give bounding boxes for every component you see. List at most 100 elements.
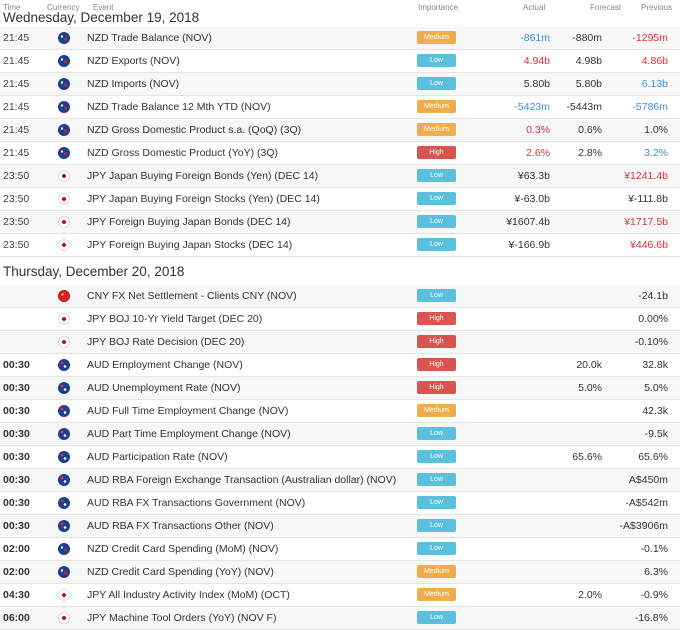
importance-badge: Medium	[417, 565, 456, 578]
previous-value: ¥446.6b	[630, 239, 668, 251]
event-name[interactable]: JPY Japan Buying Foreign Bonds (Yen) (DE…	[87, 170, 319, 182]
day-heading: Wednesday, December 19, 2018	[3, 10, 200, 25]
calendar-row[interactable]: 23:50 JPY Foreign Buying Japan Stocks (DE…	[0, 234, 680, 257]
previous-value: 4.86b	[641, 55, 668, 67]
actual-value: ¥-63.0b	[514, 193, 550, 205]
importance-badge: Low	[417, 54, 456, 67]
event-name[interactable]: AUD Unemployment Rate (NOV)	[87, 382, 241, 394]
calendar-row[interactable]: 21:45 NZD Gross Domestic Product s.a. (Qo…	[0, 119, 680, 142]
actual-value: 0.3%	[526, 124, 550, 136]
calendar-row[interactable]: CNY FX Net Settlement - Clients CNY (NOV…	[0, 285, 680, 308]
forecast-value: 4.98b	[575, 55, 602, 67]
forecast-value: 0.6%	[578, 124, 602, 136]
event-name[interactable]: NZD Credit Card Spending (YoY) (NOV)	[87, 566, 274, 578]
event-name[interactable]: NZD Trade Balance 12 Mth YTD (NOV)	[87, 101, 271, 113]
au-flag-icon	[58, 382, 70, 394]
event-name[interactable]: JPY BOJ 10-Yr Yield Target (DEC 20)	[87, 313, 263, 325]
au-flag-icon	[58, 428, 70, 440]
calendar-row[interactable]: 21:45 NZD Trade Balance (NOV) Medium -861m -…	[0, 27, 680, 50]
event-time: 00:30	[3, 428, 30, 440]
event-name[interactable]: NZD Imports (NOV)	[87, 78, 180, 90]
event-name[interactable]: NZD Exports (NOV)	[87, 55, 180, 67]
event-name[interactable]: JPY BOJ Rate Decision (DEC 20)	[87, 336, 245, 348]
event-name[interactable]: AUD Participation Rate (NOV)	[87, 451, 228, 463]
previous-value: -5786m	[632, 101, 668, 113]
event-name[interactable]: JPY All Industry Activity Index (MoM) (O…	[87, 589, 290, 601]
event-time: 21:45	[3, 101, 30, 113]
calendar-row[interactable]: 00:30 AUD Unemployment Rate (NOV) High 5.0%…	[0, 377, 680, 400]
previous-value: -1295m	[632, 32, 668, 44]
calendar-row[interactable]: JPY BOJ 10-Yr Yield Target (DEC 20) High 0…	[0, 308, 680, 331]
event-name[interactable]: AUD RBA Foreign Exchange Transaction (Au…	[87, 474, 397, 486]
event-time: 00:30	[3, 520, 30, 532]
previous-value: 3.2%	[644, 147, 668, 159]
jp-flag-icon	[58, 239, 70, 251]
previous-value: 6.3%	[644, 566, 668, 578]
nz-flag-icon	[58, 124, 70, 136]
actual-value: 4.94b	[523, 55, 550, 67]
forecast-value: 5.80b	[575, 78, 602, 90]
calendar-row[interactable]: 00:30 AUD RBA FX Transactions Government …	[0, 492, 680, 515]
event-name[interactable]: AUD Employment Change (NOV)	[87, 359, 243, 371]
event-name[interactable]: JPY Foreign Buying Japan Stocks (DEC 14)	[87, 239, 293, 251]
event-name[interactable]: NZD Gross Domestic Product (YoY) (3Q)	[87, 147, 278, 159]
calendar-row[interactable]: 00:30 AUD RBA Foreign Exchange Transactio…	[0, 469, 680, 492]
calendar-row[interactable]: 00:30 AUD Participation Rate (NOV) Low 65.6…	[0, 446, 680, 469]
jp-flag-icon	[58, 313, 70, 325]
previous-value: ¥-111.8b	[628, 193, 668, 205]
event-name[interactable]: NZD Credit Card Spending (MoM) (NOV)	[87, 543, 279, 555]
importance-badge: Low	[417, 238, 456, 251]
header-forecast: Forecast	[590, 3, 622, 12]
calendar-row[interactable]: 23:50 JPY Japan Buying Foreign Bonds (Yen…	[0, 165, 680, 188]
calendar-row[interactable]: 02:00 NZD Credit Card Spending (MoM) (NOV…	[0, 538, 680, 561]
calendar-row[interactable]: 21:45 NZD Gross Domestic Product (YoY) (3…	[0, 142, 680, 165]
calendar-row[interactable]: 21:45 NZD Imports (NOV) Low 5.80b 5.80b 6.13b	[0, 73, 680, 96]
nz-flag-icon	[58, 32, 70, 44]
calendar-row[interactable]: 23:50 JPY Japan Buying Foreign Stocks (Ye…	[0, 188, 680, 211]
importance-badge: High	[417, 312, 456, 325]
event-name[interactable]: NZD Trade Balance (NOV)	[87, 32, 212, 44]
jp-flag-icon	[58, 612, 70, 624]
importance-badge: Low	[417, 192, 456, 205]
calendar-row[interactable]: 00:30 AUD Employment Change (NOV) High 20.0…	[0, 354, 680, 377]
event-name[interactable]: JPY Japan Buying Foreign Stocks (Yen) (D…	[87, 193, 320, 205]
previous-value: 0.00%	[638, 313, 668, 325]
previous-value: -0.9%	[640, 589, 668, 601]
calendar-row[interactable]: 02:00 NZD Credit Card Spending (YoY) (NOV…	[0, 561, 680, 584]
event-name[interactable]: AUD RBA FX Transactions Government (NOV)	[87, 497, 306, 509]
importance-badge: Medium	[417, 123, 456, 136]
previous-value: A$450m	[628, 474, 668, 486]
actual-value: -5423m	[514, 101, 550, 113]
event-time: 00:30	[3, 474, 30, 486]
calendar-row[interactable]: 21:45 NZD Exports (NOV) Low 4.94b 4.98b 4.86b	[0, 50, 680, 73]
forecast-value: 5.0%	[578, 382, 602, 394]
event-time: 23:50	[3, 170, 30, 182]
calendar-row[interactable]: 00:30 AUD RBA FX Transactions Other (NOV)…	[0, 515, 680, 538]
event-time: 23:50	[3, 239, 30, 251]
event-time: 00:30	[3, 405, 30, 417]
forecast-value: 2.0%	[578, 589, 602, 601]
event-name[interactable]: AUD Full Time Employment Change (NOV)	[87, 405, 289, 417]
nz-flag-icon	[58, 78, 70, 90]
calendar-row[interactable]: 06:00 JPY Machine Tool Orders (YoY) (NOV …	[0, 607, 680, 630]
forecast-value: 20.0k	[576, 359, 602, 371]
event-name[interactable]: AUD Part Time Employment Change (NOV)	[87, 428, 291, 440]
calendar-row[interactable]: 04:30 JPY All Industry Activity Index (Mo…	[0, 584, 680, 607]
calendar-row[interactable]: 00:30 AUD Full Time Employment Change (NO…	[0, 400, 680, 423]
calendar-row[interactable]: 23:50 JPY Foreign Buying Japan Bonds (DEC…	[0, 211, 680, 234]
event-name[interactable]: JPY Foreign Buying Japan Bonds (DEC 14)	[87, 216, 291, 228]
calendar-row[interactable]: 00:30 AUD Part Time Employment Change (NO…	[0, 423, 680, 446]
event-time: 04:30	[3, 589, 30, 601]
nz-flag-icon	[58, 55, 70, 67]
event-time: 02:00	[3, 543, 30, 555]
calendar-row[interactable]: JPY BOJ Rate Decision (DEC 20) High -0.10%	[0, 331, 680, 354]
event-name[interactable]: NZD Gross Domestic Product s.a. (QoQ) (3…	[87, 124, 302, 136]
event-name[interactable]: JPY Machine Tool Orders (YoY) (NOV F)	[87, 612, 277, 624]
header-importance: Importance	[418, 3, 459, 12]
calendar-row[interactable]: 21:45 NZD Trade Balance 12 Mth YTD (NOV) M…	[0, 96, 680, 119]
event-time: 21:45	[3, 124, 30, 136]
actual-value: -861m	[520, 32, 550, 44]
event-name[interactable]: AUD RBA FX Transactions Other (NOV)	[87, 520, 274, 532]
importance-badge: Medium	[417, 100, 456, 113]
event-name[interactable]: CNY FX Net Settlement - Clients CNY (NOV…	[87, 290, 297, 302]
